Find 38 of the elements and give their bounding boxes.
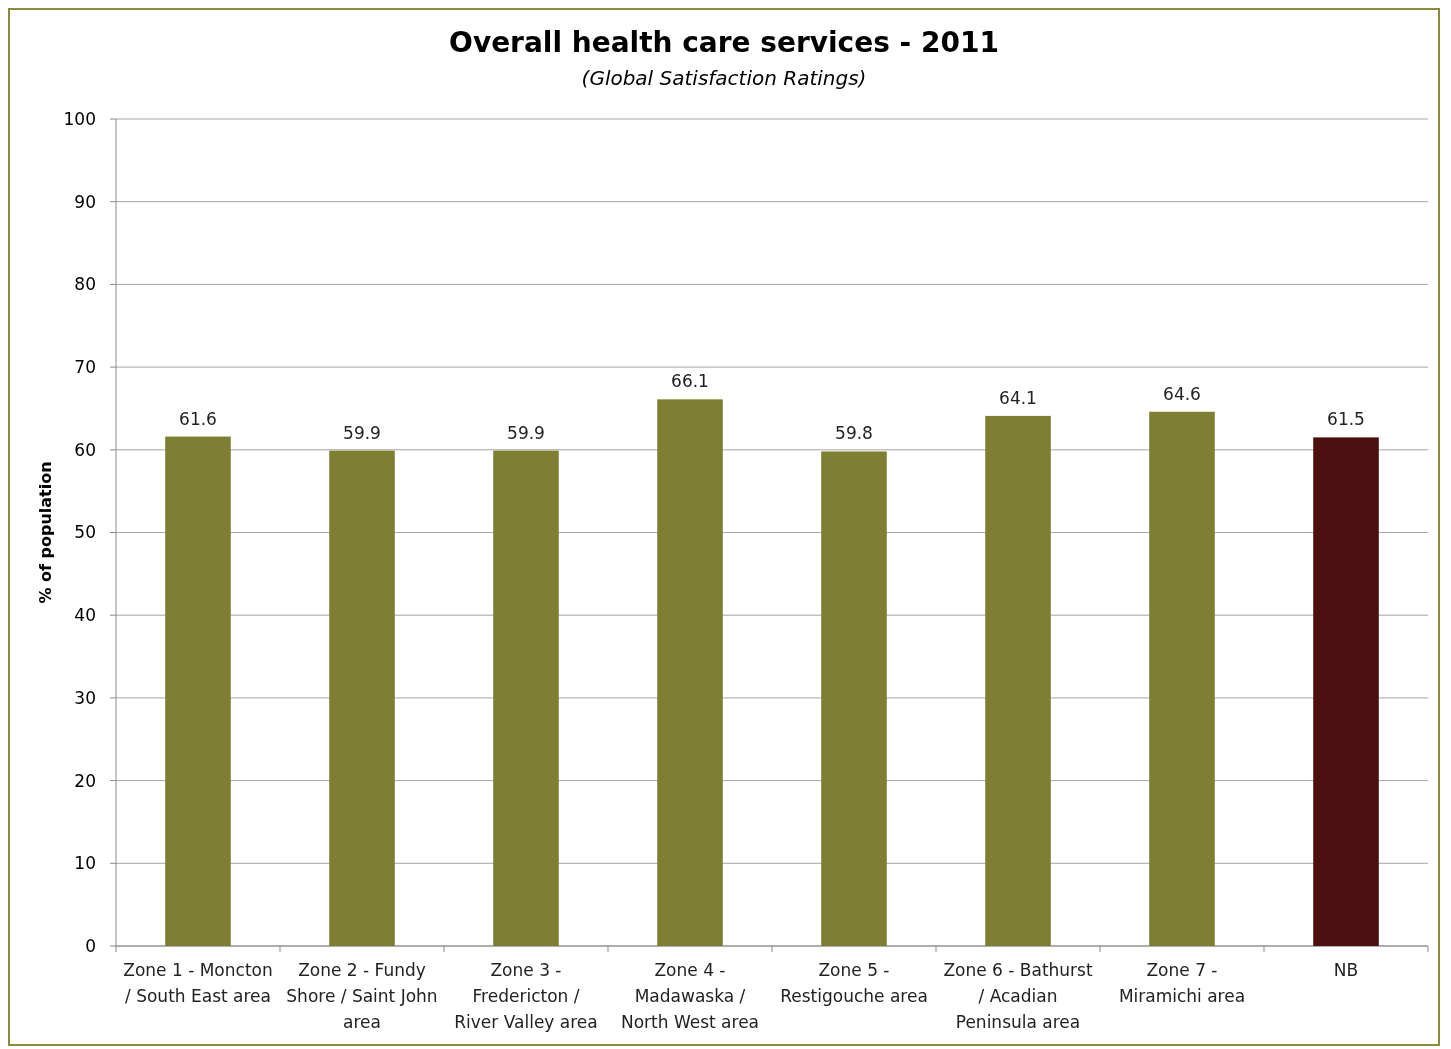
x-tick-label: Zone 5 - Restigouche area (780, 960, 928, 1006)
y-tick-label: 40 (74, 605, 96, 626)
chart-subtitle: (Global Satisfaction Ratings) (581, 66, 867, 90)
x-tick-label: Zone 7 - Miramichi area (1118, 960, 1246, 1006)
data-label: 59.9 (343, 422, 381, 443)
y-tick-label: 90 (74, 191, 96, 212)
bar (657, 399, 723, 946)
y-tick-label: 30 (74, 687, 96, 708)
x-tick-label: Zone 1 - Moncton / South East area (123, 960, 273, 1006)
y-tick-label: 70 (74, 357, 96, 378)
data-label: 59.8 (835, 423, 873, 444)
bar (329, 450, 395, 946)
y-axis-title: % of population (36, 461, 55, 604)
x-tick-label: Zone 2 - Fundy Shore / Saint John area (286, 960, 438, 1032)
bar (1149, 411, 1215, 946)
data-label: 64.6 (1163, 383, 1201, 404)
bar (1313, 437, 1379, 946)
y-tick-label: 100 (63, 108, 96, 129)
bar (821, 451, 887, 946)
x-tick-label: Zone 4 - Madawaska / North West area (620, 960, 760, 1032)
y-tick-label: 20 (74, 770, 96, 791)
y-tick-label: 10 (74, 853, 96, 874)
data-label: 66.1 (671, 371, 709, 392)
data-label: 61.6 (179, 408, 217, 429)
y-tick-label: 0 (85, 935, 96, 956)
data-label: 61.5 (1327, 409, 1365, 430)
chart-title: Overall health care services - 2011 (449, 26, 999, 59)
bar (985, 415, 1051, 946)
x-tick-label: Zone 6 - Bathurst / Acadian Peninsula area (943, 960, 1093, 1032)
bar (165, 436, 231, 946)
y-tick-label: 80 (74, 274, 96, 295)
data-label: 59.9 (507, 422, 545, 443)
y-tick-label: 60 (74, 439, 96, 460)
bar (493, 450, 559, 946)
x-tick-label: NB (1333, 960, 1359, 980)
y-tick-label: 50 (74, 522, 96, 543)
data-label: 64.1 (999, 387, 1037, 408)
x-tick-label: Zone 3 - Fredericton / River Valley area (454, 960, 598, 1032)
